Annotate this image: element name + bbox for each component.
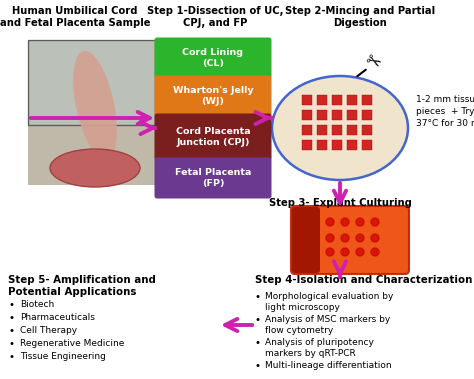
FancyBboxPatch shape	[302, 140, 312, 150]
FancyBboxPatch shape	[317, 95, 327, 105]
Text: Step 1-Dissection of UC,
CPJ, and FP: Step 1-Dissection of UC, CPJ, and FP	[147, 6, 283, 28]
FancyBboxPatch shape	[332, 110, 342, 120]
Text: Step 3- Explant Culturing: Step 3- Explant Culturing	[269, 198, 411, 208]
FancyBboxPatch shape	[362, 140, 372, 150]
Text: Analysis of MSC markers by: Analysis of MSC markers by	[265, 315, 390, 324]
Text: Multi-lineage differentiation: Multi-lineage differentiation	[265, 361, 392, 370]
Ellipse shape	[73, 51, 117, 159]
Circle shape	[356, 218, 364, 226]
Text: Cord Lining
(CL): Cord Lining (CL)	[182, 48, 244, 68]
Circle shape	[371, 234, 379, 242]
Text: •: •	[8, 313, 14, 323]
Text: Human Umbilical Cord
and Fetal Placenta Sample: Human Umbilical Cord and Fetal Placenta …	[0, 6, 150, 28]
FancyBboxPatch shape	[291, 206, 409, 274]
FancyBboxPatch shape	[302, 125, 312, 135]
FancyBboxPatch shape	[332, 125, 342, 135]
FancyBboxPatch shape	[332, 140, 342, 150]
Circle shape	[341, 248, 349, 256]
Text: Step 4-Isolation and Characterization: Step 4-Isolation and Characterization	[255, 275, 473, 285]
Text: Biotech: Biotech	[20, 300, 54, 309]
Circle shape	[326, 248, 334, 256]
Text: Regenerative Medicine: Regenerative Medicine	[20, 339, 124, 348]
Text: markers by qRT-PCR: markers by qRT-PCR	[265, 349, 356, 358]
FancyBboxPatch shape	[362, 110, 372, 120]
FancyBboxPatch shape	[292, 207, 320, 273]
Circle shape	[341, 218, 349, 226]
FancyBboxPatch shape	[347, 95, 357, 105]
Text: light microscopy: light microscopy	[265, 303, 340, 312]
Ellipse shape	[272, 76, 408, 180]
FancyBboxPatch shape	[302, 110, 312, 120]
Text: Pharmaceuticals: Pharmaceuticals	[20, 313, 95, 322]
Ellipse shape	[50, 149, 140, 187]
Text: Fetal Placenta
(FP): Fetal Placenta (FP)	[175, 168, 251, 188]
Text: Morphological evaluation by: Morphological evaluation by	[265, 292, 393, 301]
Text: •: •	[8, 326, 14, 336]
FancyBboxPatch shape	[347, 110, 357, 120]
Circle shape	[326, 234, 334, 242]
Text: •: •	[255, 361, 261, 371]
Text: •: •	[8, 300, 14, 310]
Text: flow cytometry: flow cytometry	[265, 326, 333, 335]
FancyBboxPatch shape	[317, 110, 327, 120]
Circle shape	[341, 234, 349, 242]
FancyBboxPatch shape	[155, 113, 272, 160]
Text: Cord Placenta
Junction (CPJ): Cord Placenta Junction (CPJ)	[176, 127, 250, 147]
FancyBboxPatch shape	[155, 75, 272, 116]
FancyBboxPatch shape	[317, 125, 327, 135]
FancyBboxPatch shape	[362, 95, 372, 105]
FancyBboxPatch shape	[155, 158, 272, 199]
Text: Wharton's Jelly
(WJ): Wharton's Jelly (WJ)	[173, 86, 253, 106]
FancyBboxPatch shape	[155, 38, 272, 78]
Text: Tissue Engineering: Tissue Engineering	[20, 352, 106, 361]
Text: Cell Therapy: Cell Therapy	[20, 326, 77, 335]
Text: Step 2-Mincing and Partial
Digestion: Step 2-Mincing and Partial Digestion	[285, 6, 435, 28]
FancyBboxPatch shape	[302, 95, 312, 105]
Circle shape	[326, 218, 334, 226]
Text: Step 5- Amplification and
Potential Applications: Step 5- Amplification and Potential Appl…	[8, 275, 156, 298]
Circle shape	[371, 218, 379, 226]
FancyBboxPatch shape	[347, 125, 357, 135]
Text: 1-2 mm tissue
pieces  + TrypLE at
37°C for 30 min.: 1-2 mm tissue pieces + TrypLE at 37°C fo…	[416, 95, 474, 128]
Text: •: •	[255, 338, 261, 348]
Text: •: •	[8, 339, 14, 349]
FancyBboxPatch shape	[28, 40, 155, 125]
Circle shape	[356, 234, 364, 242]
Text: Analysis of pluripotency: Analysis of pluripotency	[265, 338, 374, 347]
Text: •: •	[255, 292, 261, 302]
Circle shape	[371, 248, 379, 256]
FancyBboxPatch shape	[317, 140, 327, 150]
Text: •: •	[8, 352, 14, 362]
FancyBboxPatch shape	[28, 40, 155, 185]
Circle shape	[356, 248, 364, 256]
FancyBboxPatch shape	[332, 95, 342, 105]
FancyBboxPatch shape	[347, 140, 357, 150]
Text: •: •	[255, 315, 261, 325]
FancyBboxPatch shape	[362, 125, 372, 135]
Text: ✂: ✂	[361, 50, 383, 74]
